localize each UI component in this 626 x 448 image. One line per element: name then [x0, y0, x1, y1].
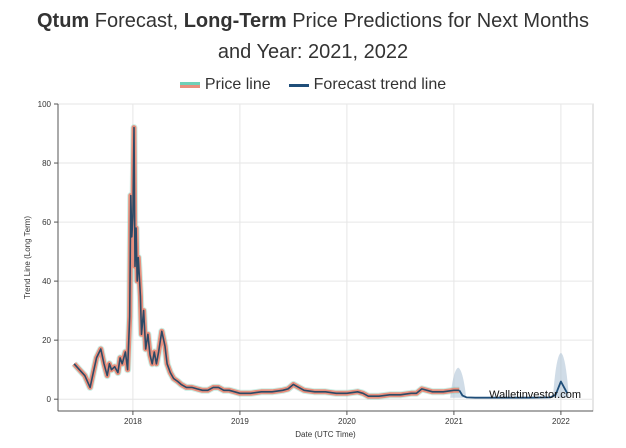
chart-title: Qtum Forecast, Long-Term Price Predictio… [0, 6, 626, 68]
y-tick-label: 80 [42, 159, 51, 168]
legend-label-forecast: Forecast trend line [313, 76, 447, 93]
forecast-trend-line [458, 380, 569, 399]
y-axis-label: Trend Line (Long Term) [23, 216, 32, 299]
y-tick-label: 60 [42, 218, 51, 227]
watermark-text: Walletinvestor.com [489, 389, 581, 401]
price-trend-line [73, 126, 460, 397]
chart-title-line-2: and Year: 2021, 2022 [217, 41, 409, 63]
x-tick-label: 2022 [552, 417, 570, 426]
legend-item-forecast[interactable]: Forecast trend line [288, 76, 447, 94]
legend-item-price[interactable]: Price line [179, 76, 271, 94]
legend-swatch-forecast [288, 83, 309, 87]
y-tick-label: 20 [42, 336, 51, 345]
chart-legend: Price line Forecast trend line [0, 76, 626, 94]
forecast-band-2022 [552, 352, 569, 398]
x-tick-label: 2020 [338, 417, 356, 426]
title-term: Long-Term [183, 10, 287, 32]
chart-title-line-1: Qtum Forecast, Long-Term Price Predictio… [0, 6, 626, 37]
y-tick-label: 100 [38, 100, 52, 109]
x-tick-label: 2019 [231, 417, 249, 426]
y-tick-label: 0 [47, 395, 52, 404]
x-tick-label: 2021 [445, 417, 463, 426]
x-tick-label: 2018 [124, 417, 142, 426]
plot-area [57, 103, 594, 412]
title-coin: Qtum [37, 10, 90, 32]
legend-label-price: Price line [204, 76, 271, 93]
title-text-1: Forecast, [89, 10, 184, 32]
legend-swatch-price [179, 82, 200, 88]
y-tick-label: 40 [42, 277, 51, 286]
title-text-2: Price Predictions for Next Months [286, 10, 589, 32]
x-axis-label: Date (UTC Time) [295, 430, 356, 439]
